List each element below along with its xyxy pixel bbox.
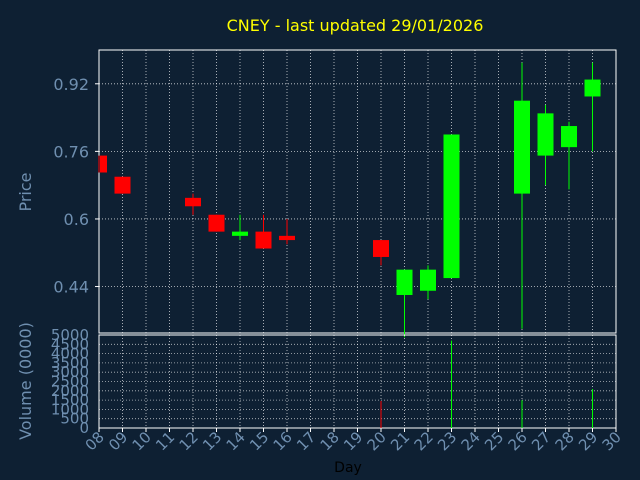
day-tick-label: 28	[552, 428, 578, 454]
day-tick-label: 09	[105, 428, 131, 454]
day-tick-label: 25	[481, 428, 507, 454]
day-tick-label: 17	[293, 428, 319, 454]
day-tick-label: 10	[129, 428, 155, 454]
candle-body	[232, 231, 248, 236]
day-tick-label: 27	[528, 428, 554, 454]
volume-tick-label: 4000	[51, 345, 89, 363]
candle-body	[396, 269, 413, 295]
day-tick-label: 23	[434, 428, 460, 454]
candle-body	[584, 79, 601, 97]
price-tick-label: 0.6	[64, 210, 89, 229]
day-tick-label: 16	[270, 428, 296, 454]
chart-title: CNEY - last updated 29/01/2026	[227, 16, 484, 35]
price-tick-label: 0.92	[53, 75, 89, 94]
day-tick-label: 15	[246, 428, 272, 454]
day-tick-label: 30	[599, 428, 625, 454]
candle-body	[561, 126, 577, 148]
day-tick-label: 18	[317, 428, 343, 454]
volume-tick-label: 2000	[51, 382, 89, 400]
price-tick-label: 0.44	[53, 278, 89, 297]
day-tick-label: 29	[575, 428, 601, 454]
day-tick-label: 21	[387, 428, 413, 454]
candle-body	[514, 100, 530, 194]
day-axis-label: Day	[334, 460, 362, 476]
candle-body	[443, 134, 460, 279]
volume-tick-label: 1000	[51, 400, 89, 418]
day-tick-label: 22	[411, 428, 437, 454]
volume-axis-label: Volume (0000)	[16, 322, 35, 440]
volume-panel: 0500100015002000250030003500400045005000…	[51, 326, 625, 454]
volume-tick-label: 2500	[51, 373, 89, 391]
day-tick-label: 19	[340, 428, 366, 454]
volume-tick-label: 5000	[51, 326, 89, 344]
candle-body	[537, 113, 554, 156]
day-tick-label: 13	[199, 428, 225, 454]
volume-tick-label: 0	[79, 419, 89, 437]
day-tick-label: 26	[505, 428, 531, 454]
day-tick-label: 14	[223, 428, 249, 454]
candle-body	[185, 197, 201, 207]
candle-body	[208, 214, 225, 232]
day-tick-label: 11	[152, 428, 178, 454]
day-tick-label: 20	[364, 428, 390, 454]
candle-body	[420, 269, 436, 291]
volume-tick-label: 3500	[51, 354, 89, 372]
volume-tick-label: 500	[60, 410, 89, 428]
volume-tick-label: 1500	[51, 391, 89, 409]
price-axis-label: Price	[16, 172, 35, 211]
price-tick-label: 0.76	[53, 142, 89, 161]
candle-body	[114, 176, 131, 194]
day-tick-label: 12	[176, 428, 202, 454]
candle-body	[279, 235, 295, 241]
day-tick-label: 24	[458, 428, 484, 454]
volume-tick-label: 3000	[51, 363, 89, 381]
candle-body	[255, 231, 272, 249]
candle-body	[100, 155, 107, 173]
price-panel: 0.44 0.6 0.76 0.92	[53, 49, 617, 338]
candle-body	[373, 240, 389, 257]
volume-tick-label: 4500	[51, 335, 89, 353]
